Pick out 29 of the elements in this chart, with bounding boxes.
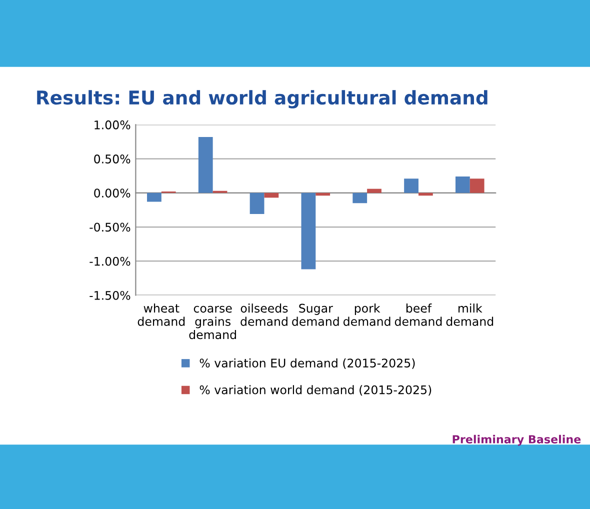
bar <box>264 192 279 198</box>
y-tick-label: 1.00% <box>94 120 130 130</box>
y-tick-label: -1.50% <box>90 290 130 300</box>
bar <box>198 136 213 193</box>
bar <box>367 188 382 193</box>
bar <box>250 192 264 214</box>
x-tick-label: wheat demand <box>138 304 185 326</box>
y-tick-label: 0.50% <box>94 154 130 164</box>
x-tick-label: beef demand <box>394 304 442 326</box>
legend-label: % variation EU demand (2015-2025) <box>200 358 415 369</box>
bar <box>470 178 484 193</box>
x-tick-label: Sugar demand <box>292 304 339 326</box>
bar <box>418 192 433 196</box>
legend-label: % variation world demand (2015-2025) <box>200 385 432 396</box>
y-tick-label: -1.00% <box>90 256 130 266</box>
x-tick-label: oilseeds demand <box>240 304 288 326</box>
x-tick-label: pork demand <box>343 304 390 326</box>
bar <box>301 192 316 270</box>
chart-title: Results: EU and world agricultural demand <box>37 90 488 108</box>
bar <box>316 192 330 196</box>
y-tick-label: 0.00% <box>94 188 130 198</box>
bar <box>352 192 368 204</box>
text: Preliminary Baseline <box>452 434 581 446</box>
x-tick-label: milk demand <box>446 304 494 326</box>
bar <box>147 192 162 202</box>
bar <box>404 178 418 193</box>
x-tick-label: coarse grains demand <box>189 306 236 340</box>
bar <box>455 176 470 193</box>
y-tick-label: -0.50% <box>90 222 130 232</box>
